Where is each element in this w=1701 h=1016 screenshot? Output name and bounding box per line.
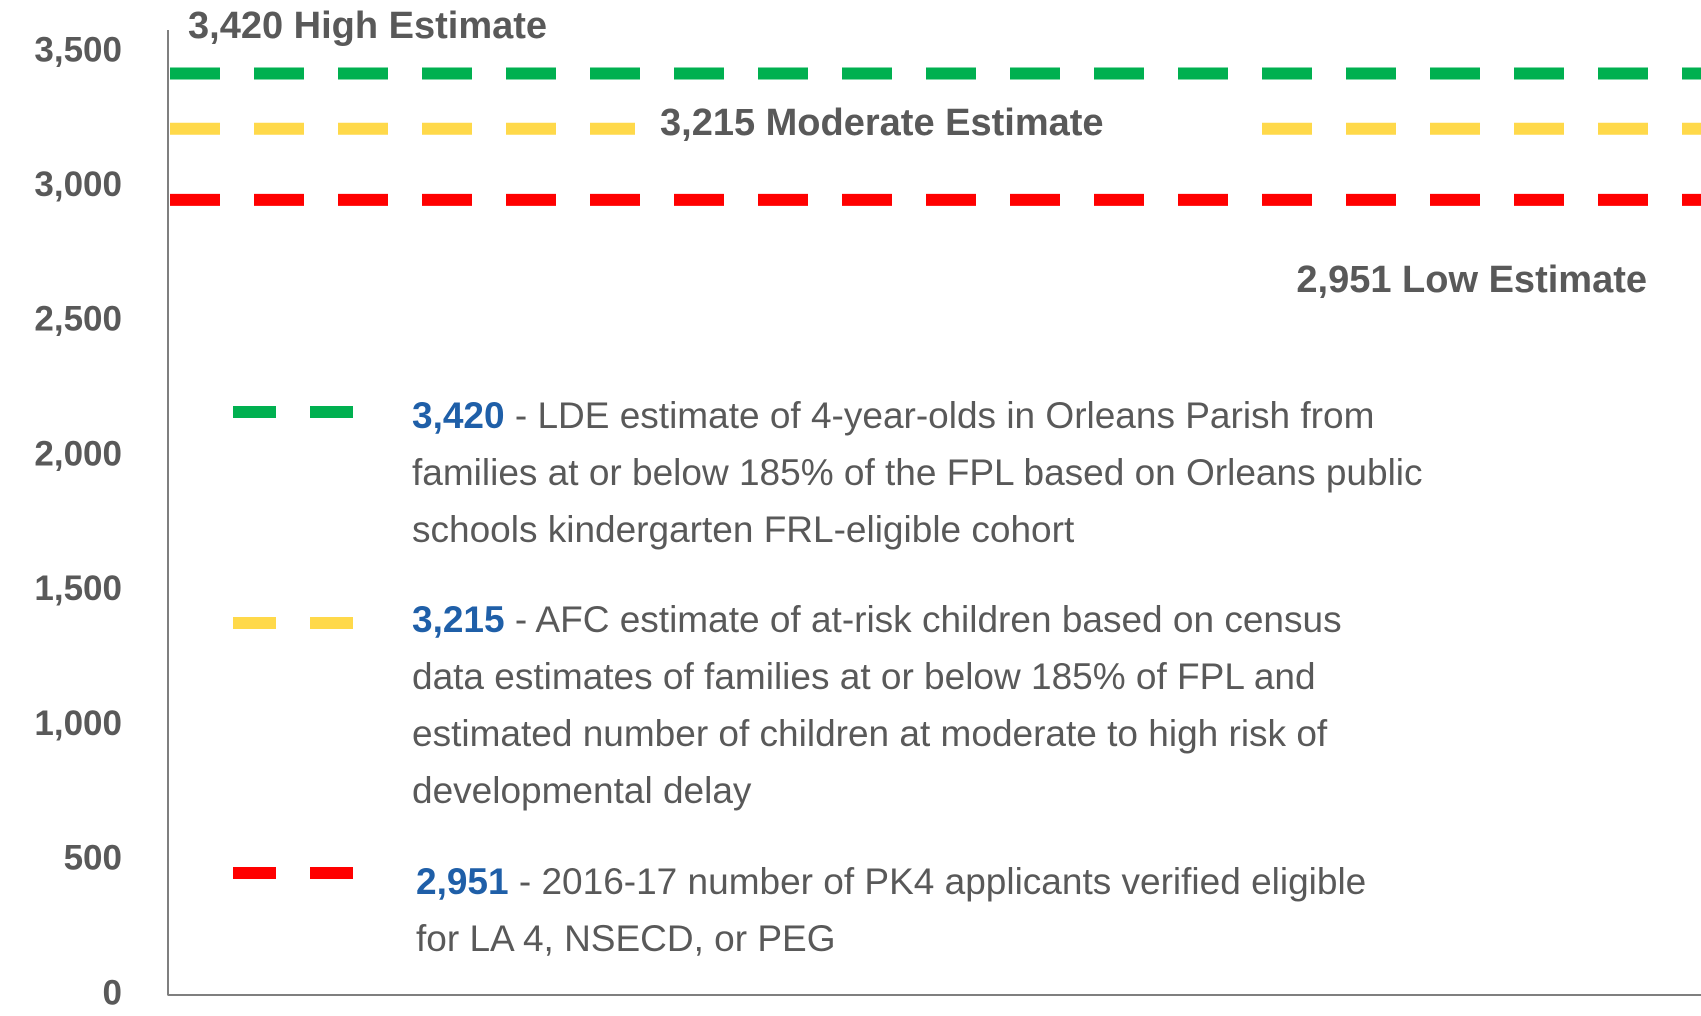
y-tick-label: 3,000 — [34, 165, 122, 204]
estimate-name: High Estimate — [294, 5, 547, 47]
legend-text: schools kindergarten FRL-eligible cohort — [412, 509, 1075, 550]
estimate-value: 3,420 — [188, 5, 283, 47]
legend-description: - AFC estimate of at-risk children based… — [515, 599, 1342, 640]
y-tick-label: 3,500 — [34, 30, 122, 69]
label-background — [635, 118, 1258, 139]
legend-text: 3,420 - LDE estimate of 4-year-olds in O… — [412, 395, 1374, 436]
legend-description: developmental delay — [412, 770, 752, 811]
legend-text: developmental delay — [412, 770, 752, 811]
legend-description: data estimates of families at or below 1… — [412, 656, 1316, 697]
y-tick-label: 2,000 — [34, 434, 122, 473]
legend-text: for LA 4, NSECD, or PEG — [416, 918, 835, 959]
legend-text: estimated number of children at moderate… — [412, 713, 1328, 754]
legend-description: - LDE estimate of 4-year-olds in Orleans… — [515, 395, 1375, 436]
legend-text: 3,215 - AFC estimate of at-risk children… — [412, 599, 1342, 640]
estimate-label: 3,215 Moderate Estimate — [660, 102, 1104, 144]
legend-description: schools kindergarten FRL-eligible cohort — [412, 509, 1075, 550]
y-tick-label: 500 — [64, 839, 122, 878]
estimate-label: 3,420 High Estimate — [188, 5, 547, 47]
y-tick-label: 0 — [103, 973, 122, 1012]
y-tick-label: 2,500 — [34, 300, 122, 339]
legend-description: - 2016-17 number of PK4 applicants verif… — [519, 861, 1366, 902]
legend-description: families at or below 185% of the FPL bas… — [412, 452, 1423, 493]
legend-description: for LA 4, NSECD, or PEG — [416, 918, 835, 959]
y-tick-label: 1,000 — [34, 704, 122, 743]
estimate-label: 2,951 Low Estimate — [1296, 259, 1647, 301]
legend-description: estimated number of children at moderate… — [412, 713, 1328, 754]
legend-value: 3,215 — [412, 599, 505, 640]
estimate-name: Low Estimate — [1402, 259, 1647, 301]
estimate-value: 2,951 — [1296, 259, 1391, 301]
estimate-value: 3,215 — [660, 102, 755, 144]
legend-value: 2,951 — [416, 861, 509, 902]
y-tick-label: 1,500 — [34, 569, 122, 608]
legend-value: 3,420 — [412, 395, 505, 436]
estimate-name: Moderate Estimate — [766, 102, 1104, 144]
legend-text: 2,951 - 2016-17 number of PK4 applicants… — [416, 861, 1366, 902]
legend-text: families at or below 185% of the FPL bas… — [412, 452, 1423, 493]
legend-text: data estimates of families at or below 1… — [412, 656, 1316, 697]
